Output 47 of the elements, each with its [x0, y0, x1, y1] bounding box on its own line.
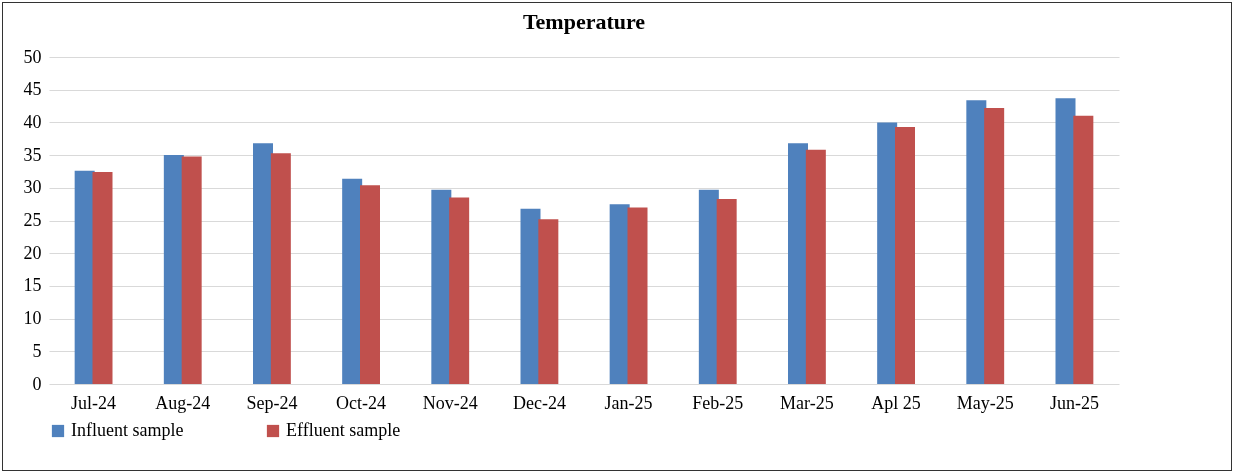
chart-title: Temperature [522, 9, 646, 34]
bar [270, 153, 291, 384]
y-tick-label: 0 [32, 373, 42, 394]
bar [788, 143, 808, 384]
y-tick-label: 10 [23, 308, 42, 329]
x-tick-label: Feb-25 [692, 392, 744, 413]
y-tick-label: 40 [23, 111, 42, 132]
x-tick-label: Apl 25 [871, 392, 921, 413]
bar [342, 178, 363, 384]
bar [74, 170, 95, 384]
bar [1073, 115, 1094, 384]
y-tick-label: 5 [32, 340, 42, 361]
x-tick-label: Sep-24 [246, 392, 298, 413]
x-tick-label: May-25 [956, 392, 1014, 413]
x-tick-label: Nov-24 [422, 392, 478, 413]
bar [895, 126, 915, 384]
y-tick-label: 30 [23, 177, 42, 198]
x-tick-label: Jun-25 [1049, 392, 1099, 413]
x-tick-label: Jul-24 [71, 392, 117, 413]
x-tick-label: Aug-24 [155, 392, 211, 413]
bar [877, 122, 898, 384]
y-tick-label: 35 [23, 144, 42, 165]
bar [431, 189, 452, 384]
y-tick-label: 20 [23, 242, 42, 263]
bar [253, 143, 273, 384]
y-tick-label: 50 [23, 46, 42, 67]
x-tick-label: Mar-25 [780, 392, 834, 413]
legend-label: Effluent sample [286, 420, 401, 440]
bar [360, 185, 380, 384]
bar [716, 198, 737, 384]
bar [181, 156, 202, 384]
bar [984, 108, 1005, 384]
bar [698, 189, 719, 384]
bar [449, 197, 470, 384]
y-tick-label: 25 [23, 210, 42, 230]
x-tick-label: Dec-24 [512, 392, 566, 413]
bar [609, 204, 630, 384]
bar [805, 149, 826, 384]
bar [92, 172, 113, 384]
y-tick-label: 45 [23, 79, 42, 100]
x-tick-label: Jan-25 [604, 392, 653, 413]
y-tick-label: 15 [23, 275, 42, 296]
bar [966, 100, 987, 384]
bar [538, 219, 559, 384]
bar [627, 207, 648, 384]
legend-label: Influent sample [71, 420, 184, 440]
x-tick-label: Oct-24 [336, 392, 387, 413]
